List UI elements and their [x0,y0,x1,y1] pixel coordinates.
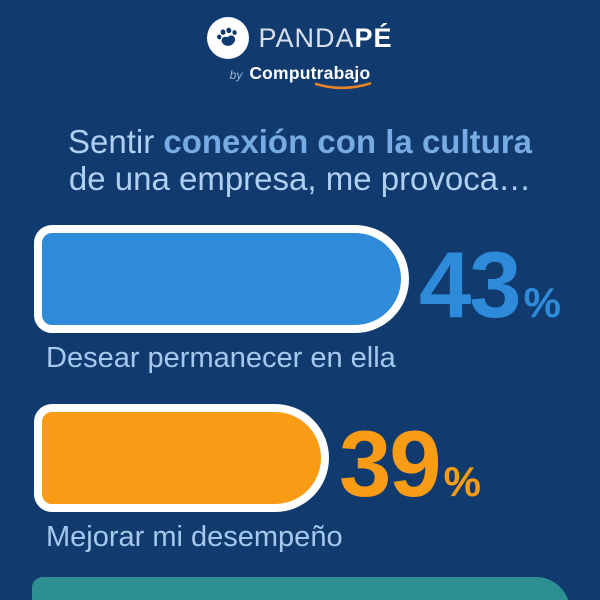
by-computrabajo-row: by Computrabajo [0,63,600,90]
logo-circle [207,17,250,59]
value-number: 43 [419,232,522,338]
percent-sign: % [523,279,561,327]
percent-sign: % [443,458,481,506]
title-line2: de una empresa, me provoca… [68,160,532,197]
bar-label-mejorar: Mejorar mi desempeño [46,521,343,553]
brand-wordmark: PANDAPÉ [258,22,393,53]
swoosh-underline-icon [315,82,372,90]
brand-pe: PÉ [354,22,393,53]
paw-icon [217,27,238,46]
computrabajo-wrap: Computrabajo [249,63,372,90]
header-logo-block: PANDAPÉ by Computrabajo [0,0,600,90]
cropped-third-bar [32,577,570,600]
bar-row-mejorar: 39 % [34,404,600,512]
bar-desear-permanecer [34,225,409,333]
value-label-39: 39 % [339,411,481,517]
bar-label-desear: Desear permanecer en ella [46,342,396,374]
bar-chart: 43 % Desear permanecer en ella 39 % Mejo… [0,225,600,554]
brand-panda: PANDA [258,22,355,53]
title-line1-regular: Sentir [68,123,164,160]
by-label: by [229,68,243,82]
pandape-logo: PANDAPÉ [0,16,600,60]
title-line1-bold: conexión con la cultura [163,123,532,160]
value-label-43: 43 % [419,232,561,338]
computrabajo-label: Computrabajo [249,63,371,83]
value-number: 39 [339,411,442,517]
bar-mejorar-desempeno [34,404,329,512]
page-title: Sentir conexión con la cultura de una em… [10,123,590,197]
bar-row-desear: 43 % [34,225,600,333]
